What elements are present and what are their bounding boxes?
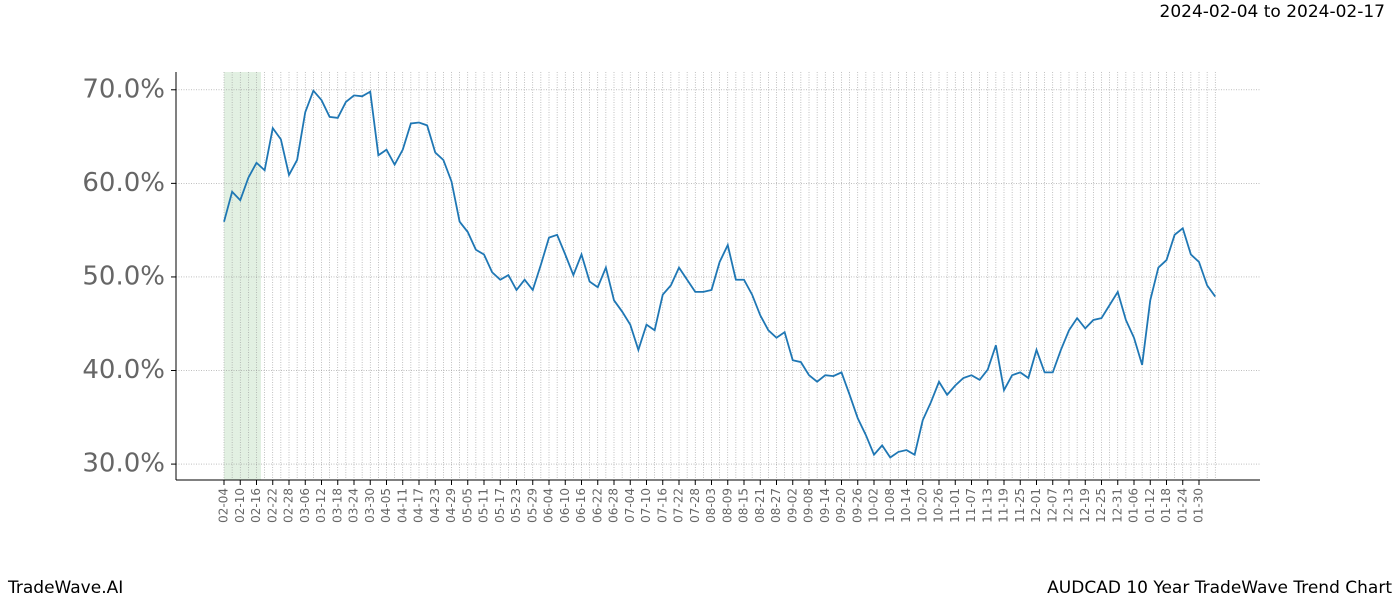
x-tick-label: 02-28 — [282, 488, 296, 523]
x-tick-label: 09-08 — [802, 488, 816, 523]
x-tick-label: 06-04 — [542, 488, 556, 523]
x-tick-label: 08-09 — [720, 488, 734, 523]
x-tick-label: 01-18 — [1159, 488, 1173, 523]
x-tick-label: 01-12 — [1143, 488, 1157, 523]
x-tick-label: 08-27 — [769, 488, 783, 523]
x-tick-label: 04-17 — [412, 488, 426, 523]
y-tick-label: 40.0% — [82, 355, 165, 385]
y-tick-label: 50.0% — [82, 261, 165, 291]
x-tick-label: 07-10 — [639, 488, 653, 523]
x-tick-label: 06-16 — [574, 488, 588, 523]
x-tick-label: 12-25 — [1094, 488, 1108, 523]
x-tick-label: 07-22 — [672, 488, 686, 523]
x-tick-label: 05-23 — [509, 488, 523, 523]
trend-line — [223, 88, 1216, 459]
x-tick-label: 02-22 — [265, 488, 279, 523]
x-tick-label: 05-05 — [460, 488, 474, 523]
x-tick-label: 12-19 — [1078, 488, 1092, 523]
x-tick-label: 04-11 — [395, 488, 409, 523]
highlight-band — [224, 72, 261, 480]
x-tick-label: 08-03 — [704, 488, 718, 523]
x-tick-label: 05-11 — [477, 488, 491, 523]
caption: AUDCAD 10 Year TradeWave Trend Chart — [1047, 578, 1392, 598]
x-tick-label: 03-06 — [298, 488, 312, 523]
brand: TradeWave.AI — [7, 578, 123, 598]
x-tick-label: 07-16 — [655, 488, 669, 523]
x-tick-label: 08-15 — [737, 488, 751, 523]
x-tick-label: 11-01 — [948, 488, 962, 523]
x-tick-label: 08-21 — [753, 488, 767, 523]
x-tick-label: 10-08 — [883, 488, 897, 523]
x-tick-label: 12-01 — [1029, 488, 1043, 523]
x-tick-label: 10-20 — [915, 488, 929, 523]
x-tick-label: 03-30 — [363, 488, 377, 523]
x-tick-label: 12-13 — [1062, 488, 1076, 523]
x-tick-label: 02-10 — [233, 488, 247, 523]
x-tick-label: 06-10 — [558, 488, 572, 523]
x-tick-label: 03-18 — [330, 488, 344, 523]
x-tick-label: 11-19 — [997, 488, 1011, 523]
x-tick-label: 11-13 — [980, 488, 994, 523]
x-tick-label: 04-29 — [444, 488, 458, 523]
y-tick-label: 60.0% — [82, 168, 165, 198]
x-tick-label: 04-05 — [379, 488, 393, 523]
x-tick-label: 06-28 — [607, 488, 621, 523]
x-tick-label: 10-14 — [899, 488, 913, 523]
x-tick-label: 05-17 — [493, 488, 507, 523]
y-tick-label: 70.0% — [82, 74, 165, 104]
x-tick-label: 07-04 — [623, 488, 637, 523]
y-tick-label: 30.0% — [82, 449, 165, 479]
x-tick-label: 02-16 — [249, 488, 263, 523]
x-tick-label: 09-26 — [850, 488, 864, 523]
x-tick-label: 10-02 — [867, 488, 881, 523]
x-tick-label: 03-24 — [347, 488, 361, 523]
x-tick-label: 09-02 — [785, 488, 799, 523]
plot-area — [176, 72, 1260, 480]
x-tick-label: 02-04 — [217, 488, 231, 523]
x-tick-label: 06-22 — [590, 488, 604, 523]
x-tick-label: 01-30 — [1192, 488, 1206, 523]
x-tick-label: 09-14 — [818, 488, 832, 523]
x-tick-label: 01-06 — [1127, 488, 1141, 523]
x-tick-label: 01-24 — [1175, 488, 1189, 523]
x-tick-label: 03-12 — [314, 488, 328, 523]
x-tick-label: 11-25 — [1013, 488, 1027, 523]
x-tick-label: 10-26 — [932, 488, 946, 523]
x-tick-label: 09-20 — [834, 488, 848, 523]
date-range: 2024-02-04 to 2024-02-17 — [1160, 2, 1385, 22]
x-tick-label: 12-31 — [1110, 488, 1124, 523]
x-tick-label: 05-29 — [525, 488, 539, 523]
x-tick-label: 04-23 — [428, 488, 442, 523]
x-tick-label: 07-28 — [688, 488, 702, 523]
x-tick-label: 11-07 — [964, 488, 978, 523]
x-tick-label: 12-07 — [1045, 488, 1059, 523]
